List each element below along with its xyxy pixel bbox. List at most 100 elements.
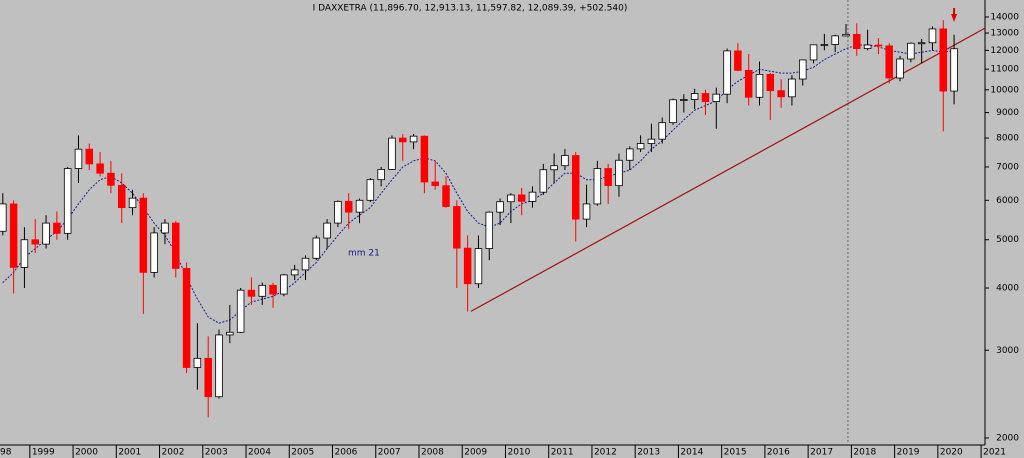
chart-title: I DAXXETRA (11,896.70, 12,913.13, 11,597… bbox=[313, 4, 628, 14]
candle-body bbox=[226, 331, 234, 336]
x-tick-label: 2011 bbox=[551, 448, 574, 458]
candle-body bbox=[712, 93, 721, 102]
candle-body bbox=[117, 184, 126, 209]
candle-body bbox=[593, 168, 602, 205]
x-tick-label: 2005 bbox=[291, 448, 314, 458]
candle-body bbox=[896, 58, 904, 79]
candle-body bbox=[874, 44, 883, 47]
candle-body bbox=[377, 169, 385, 181]
candle-body bbox=[907, 42, 915, 60]
x-tick-label: 2018 bbox=[853, 448, 876, 458]
candle-body bbox=[301, 257, 310, 271]
x-tick-label: 2002 bbox=[162, 448, 185, 458]
candle-body bbox=[53, 222, 61, 234]
x-tick-label: 2007 bbox=[378, 448, 401, 458]
y-tick-label: 8000 bbox=[996, 134, 1019, 144]
x-tick-label: 2015 bbox=[724, 448, 747, 458]
candle-body bbox=[615, 159, 623, 187]
x-tick-label: 2000 bbox=[75, 448, 98, 458]
y-tick-label: 12000 bbox=[990, 46, 1019, 56]
candle-body bbox=[388, 137, 396, 170]
candle-body bbox=[917, 42, 926, 45]
x-tick-label: 2012 bbox=[594, 448, 617, 458]
candle-body bbox=[485, 211, 494, 249]
candle-body bbox=[604, 168, 612, 187]
candle-body bbox=[690, 93, 699, 100]
candle-body bbox=[193, 357, 202, 368]
x-tick-label: 2008 bbox=[421, 448, 444, 458]
candle-body bbox=[950, 48, 958, 92]
x-tick-label: 2016 bbox=[767, 448, 790, 458]
y-tick-label: 2000 bbox=[996, 433, 1019, 443]
candle-body bbox=[842, 33, 850, 37]
candle-body bbox=[939, 28, 948, 92]
signal-arrow bbox=[951, 8, 958, 22]
candle-body bbox=[204, 357, 212, 398]
x-tick-label: 2006 bbox=[335, 448, 358, 458]
candle-body bbox=[42, 222, 50, 245]
candle-body bbox=[658, 122, 666, 140]
x-tick-label: 2019 bbox=[897, 448, 920, 458]
candle-body bbox=[31, 239, 39, 245]
candle-body bbox=[139, 197, 148, 273]
candle-body bbox=[474, 248, 483, 285]
candle-body bbox=[928, 28, 937, 44]
x-tick-label: 2020 bbox=[940, 448, 963, 458]
candle-body bbox=[172, 222, 180, 269]
y-tick-label: 3000 bbox=[996, 346, 1019, 356]
candle-body bbox=[344, 200, 353, 213]
candle-body bbox=[820, 44, 829, 46]
x-tick-label: 2001 bbox=[118, 448, 141, 458]
x-tick-label: 2017 bbox=[810, 448, 833, 458]
candle-body bbox=[626, 148, 634, 161]
x-tick-label: 2004 bbox=[248, 448, 271, 458]
x-tick-label: 2013 bbox=[637, 448, 660, 458]
y-tick-label: 6000 bbox=[996, 196, 1019, 206]
candle-body bbox=[517, 194, 526, 202]
candle-body bbox=[150, 232, 158, 273]
candle-body bbox=[269, 284, 277, 295]
candle-body bbox=[236, 289, 245, 333]
y-tick-label: 13000 bbox=[990, 29, 1019, 39]
x-tick-label: 2014 bbox=[680, 448, 703, 458]
candle-body bbox=[453, 206, 461, 249]
candle-body bbox=[831, 35, 839, 45]
candle-body bbox=[550, 165, 558, 171]
candle-body bbox=[571, 155, 580, 220]
candle-body bbox=[734, 50, 742, 71]
candle-body bbox=[355, 199, 364, 213]
candle-body bbox=[561, 155, 569, 167]
candle-body bbox=[312, 237, 321, 259]
y-tick-label: 4000 bbox=[996, 284, 1019, 294]
candle-body bbox=[798, 59, 807, 80]
candle-body bbox=[647, 138, 656, 144]
candle-body bbox=[280, 274, 288, 295]
candle-body bbox=[96, 163, 104, 174]
x-tick-label: 2021 bbox=[983, 448, 1006, 458]
candle-body bbox=[323, 222, 331, 239]
candle-body bbox=[420, 135, 429, 183]
candle-body bbox=[788, 78, 796, 98]
candle-body bbox=[161, 222, 169, 234]
candle-body bbox=[636, 143, 645, 150]
y-tick-label: 5000 bbox=[996, 235, 1019, 245]
candle-body bbox=[528, 191, 537, 202]
candle-body bbox=[885, 45, 893, 79]
candle-body bbox=[863, 44, 872, 49]
y-tick-label: 7000 bbox=[996, 162, 1019, 172]
candle-body bbox=[107, 172, 115, 186]
candle-body bbox=[215, 334, 223, 398]
x-tick-label: 2010 bbox=[507, 448, 530, 458]
candle-body bbox=[777, 90, 785, 98]
candle-body bbox=[463, 247, 472, 285]
candle-body bbox=[680, 99, 688, 101]
candle-body bbox=[182, 267, 191, 368]
ma-label: mm 21 bbox=[348, 249, 380, 259]
candle-body bbox=[442, 185, 450, 207]
candle-body bbox=[20, 239, 29, 268]
x-tick-label: 2009 bbox=[464, 448, 487, 458]
candle-body bbox=[128, 197, 137, 209]
candle-body bbox=[258, 284, 266, 297]
